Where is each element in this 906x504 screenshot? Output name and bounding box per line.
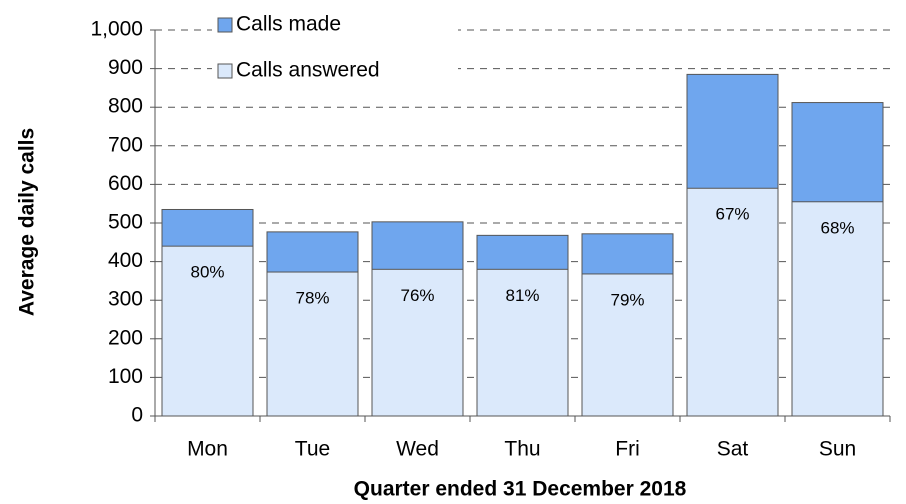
legend-label: Calls made: [236, 13, 341, 36]
data-label: 67%: [715, 205, 749, 224]
legend-swatch: [217, 63, 233, 79]
y-tick-label: 600: [108, 172, 143, 195]
x-tick-label: Tue: [295, 438, 330, 461]
x-tick-label: Thu: [504, 438, 540, 461]
bar: [371, 268, 464, 417]
y-tick-label: 800: [108, 95, 143, 118]
x-tick-label: Sat: [717, 438, 749, 461]
x-tick-label: Fri: [615, 438, 640, 461]
y-tick-label: 900: [108, 56, 143, 79]
data-label: 76%: [400, 286, 434, 305]
y-tick-label: 700: [108, 133, 143, 156]
y-tick-label: 1,000: [90, 18, 143, 41]
y-tick-label: 0: [131, 404, 143, 427]
bar: [581, 273, 674, 417]
y-axis-title: Average daily calls: [16, 128, 39, 316]
x-tick-label: Wed: [396, 438, 439, 461]
x-tick-label: Mon: [187, 438, 228, 461]
data-label: 78%: [295, 289, 329, 308]
bar: [686, 187, 779, 417]
legend-swatch: [217, 17, 233, 33]
y-tick-label: 200: [108, 326, 143, 349]
data-label: 80%: [190, 263, 224, 282]
data-label: 81%: [505, 286, 539, 305]
data-label: 68%: [820, 218, 854, 237]
bar: [791, 201, 884, 417]
x-axis-title: Quarter ended 31 December 2018: [354, 478, 687, 501]
legend-label: Calls answered: [236, 59, 380, 82]
y-tick-label: 400: [108, 249, 143, 272]
bar: [266, 271, 359, 417]
data-label: 79%: [610, 290, 644, 309]
bar: [476, 268, 569, 417]
legend-box: [212, 6, 458, 92]
y-tick-label: 100: [108, 365, 143, 388]
x-tick-label: Sun: [819, 438, 856, 461]
y-tick-label: 500: [108, 211, 143, 234]
y-tick-label: 300: [108, 288, 143, 311]
bar: [161, 245, 254, 417]
